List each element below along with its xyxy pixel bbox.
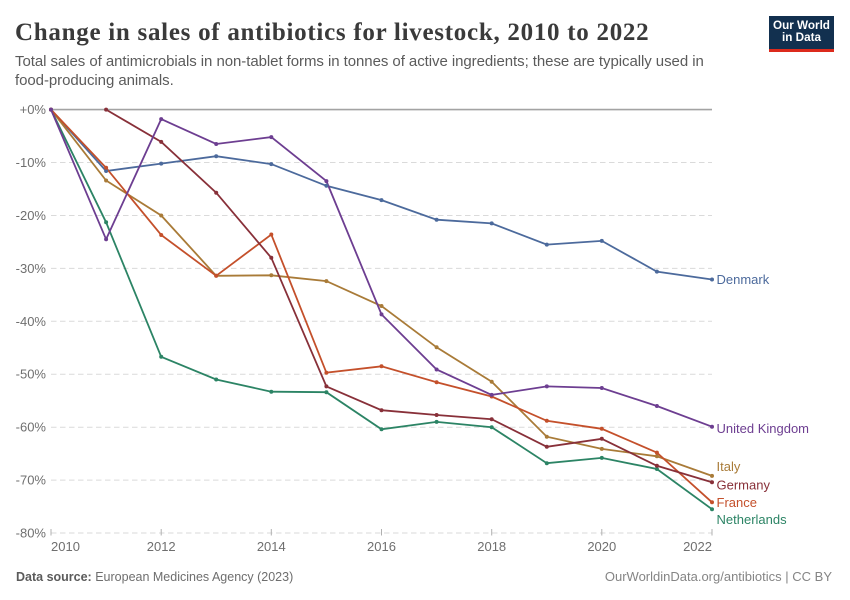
svg-text:-80%: -80% [16,526,47,541]
svg-text:-10%: -10% [16,155,47,170]
svg-text:United Kingdom: United Kingdom [717,421,810,436]
svg-text:-20%: -20% [16,208,47,223]
svg-text:-30%: -30% [16,261,47,276]
svg-text:2012: 2012 [147,539,176,554]
svg-text:2018: 2018 [477,539,506,554]
svg-text:-60%: -60% [16,420,47,435]
svg-text:-50%: -50% [16,367,47,382]
svg-text:2020: 2020 [587,539,616,554]
svg-text:-70%: -70% [16,473,47,488]
svg-text:2010: 2010 [51,539,80,554]
svg-text:France: France [717,495,757,510]
svg-text:Italy: Italy [717,459,741,474]
svg-text:-40%: -40% [16,314,47,329]
svg-text:2016: 2016 [367,539,396,554]
svg-text:+0%: +0% [20,102,47,117]
svg-text:Denmark: Denmark [717,272,770,287]
svg-text:2014: 2014 [257,539,286,554]
svg-text:2022: 2022 [683,539,712,554]
svg-text:Netherlands: Netherlands [717,512,788,527]
svg-text:Germany: Germany [717,478,771,493]
